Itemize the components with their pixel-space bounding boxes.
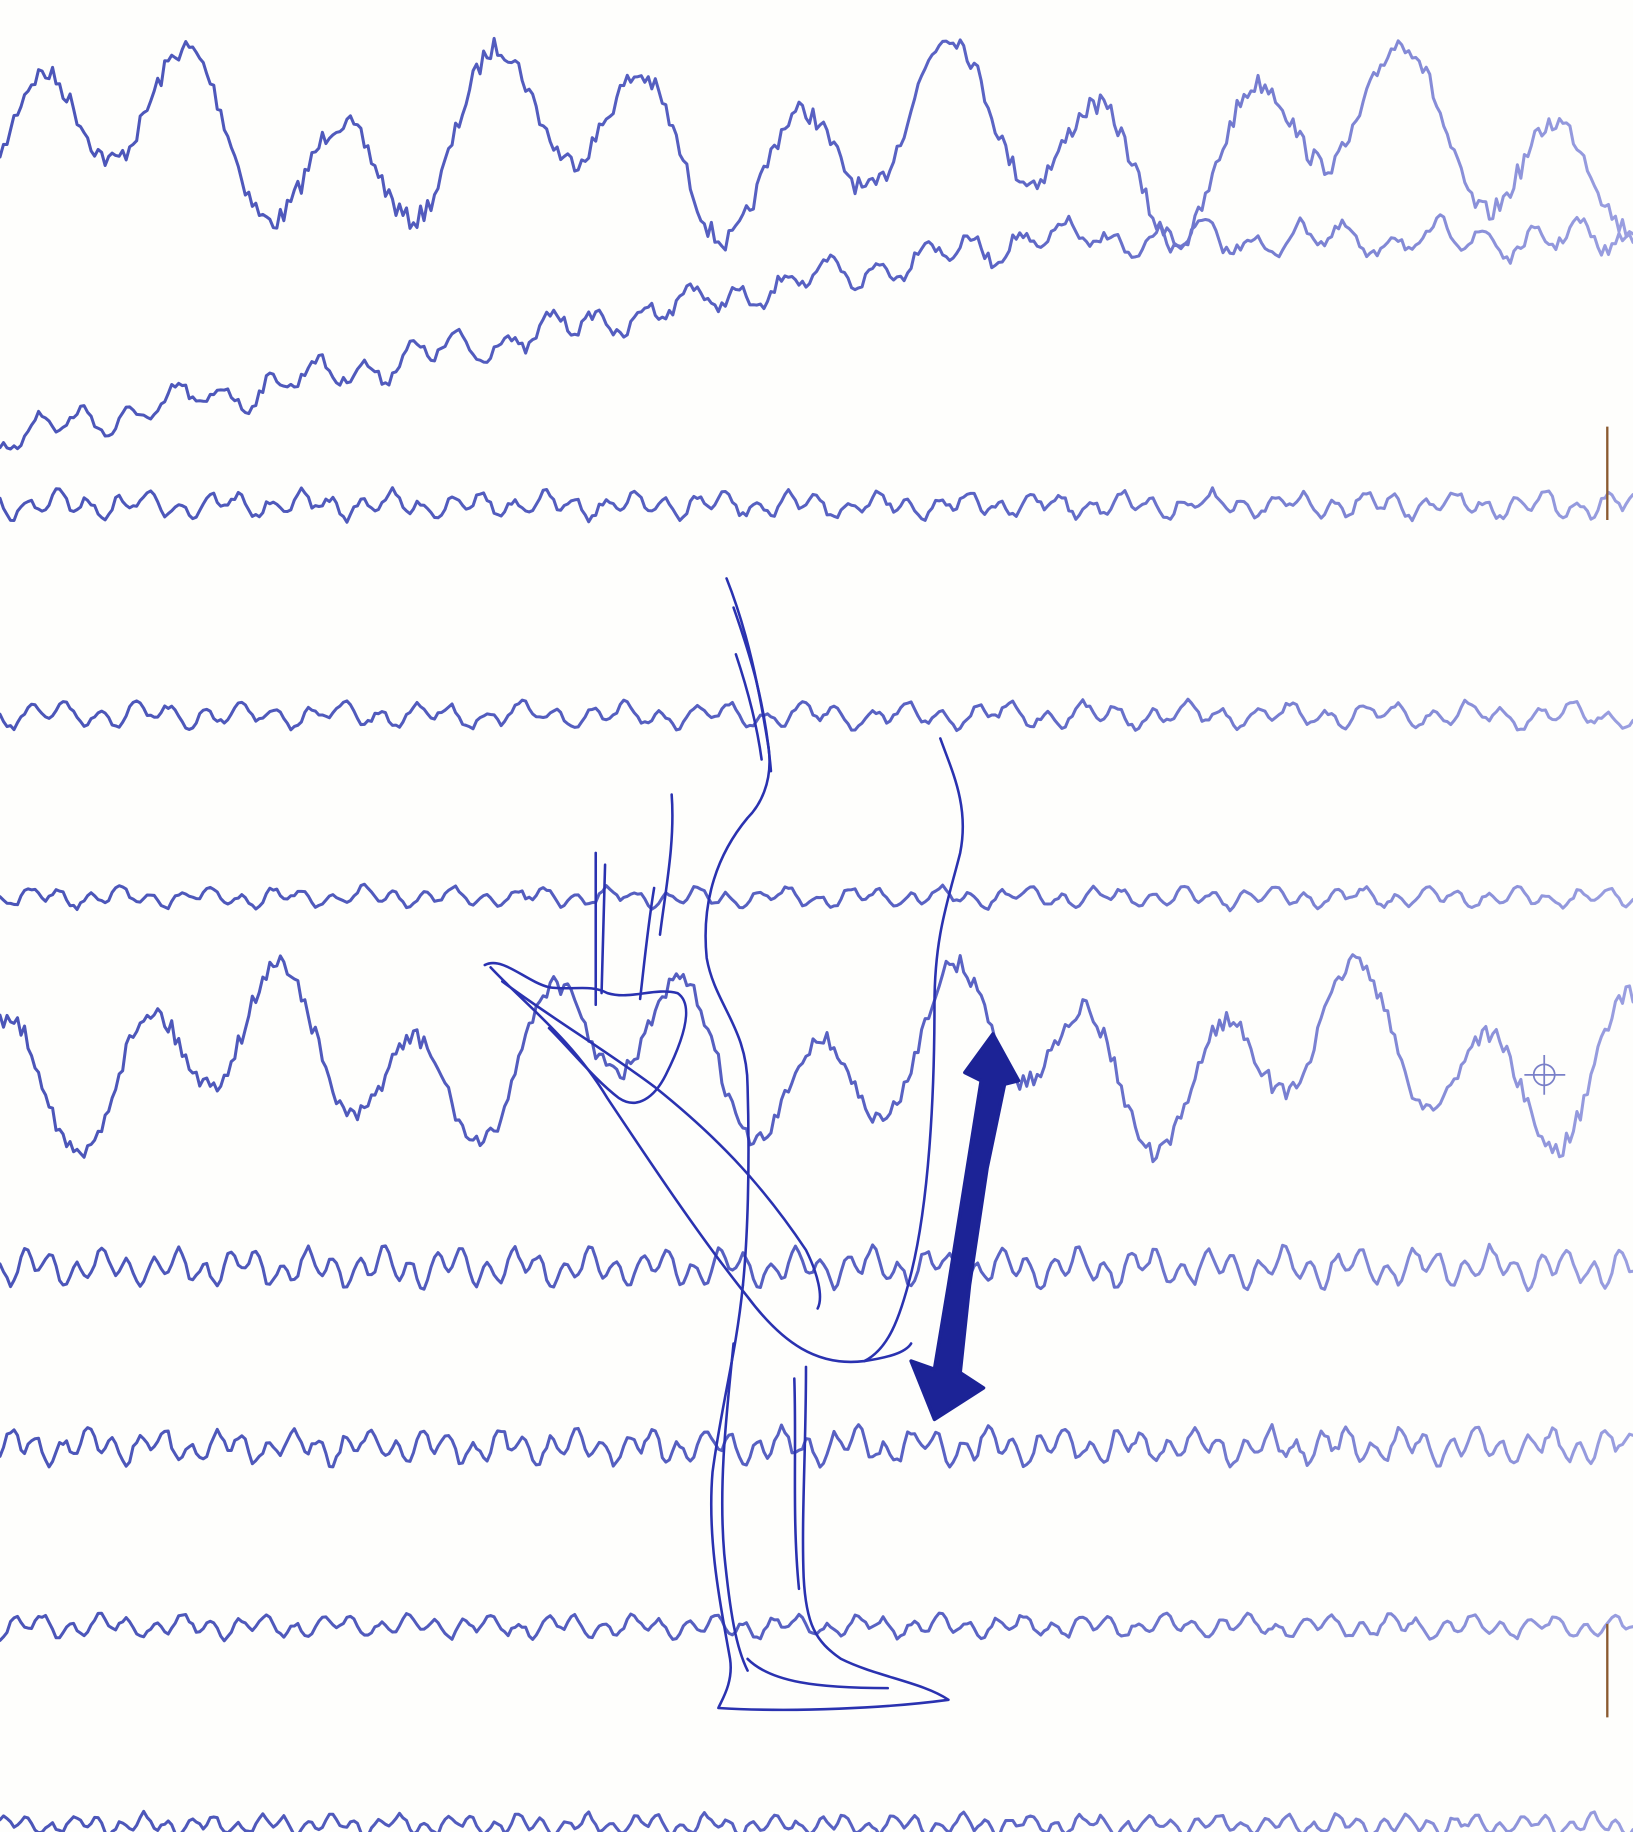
sketch-stroke <box>863 737 965 1363</box>
traces <box>0 36 1633 1832</box>
sketch-stroke <box>500 980 822 1310</box>
sketch-stroke <box>704 577 771 1287</box>
sketch-stroke <box>483 961 688 1104</box>
trace <box>0 36 1633 254</box>
sketch-stroke <box>489 966 913 1364</box>
trace <box>0 1242 1633 1293</box>
trace <box>0 1809 1633 1832</box>
trace <box>0 697 1633 733</box>
trace <box>0 953 1633 1164</box>
arrow <box>909 1032 1021 1422</box>
trace <box>0 213 1633 451</box>
crosshair <box>1524 1055 1566 1095</box>
sketch-stroke <box>709 1283 950 1712</box>
trace <box>0 882 1633 913</box>
sketch-stroke <box>594 793 674 1007</box>
leg-sketch <box>483 577 1021 1712</box>
trace <box>0 1423 1633 1469</box>
trace <box>0 486 1633 524</box>
sketch-stroke <box>720 1342 890 1690</box>
sketch-stroke <box>732 606 773 773</box>
